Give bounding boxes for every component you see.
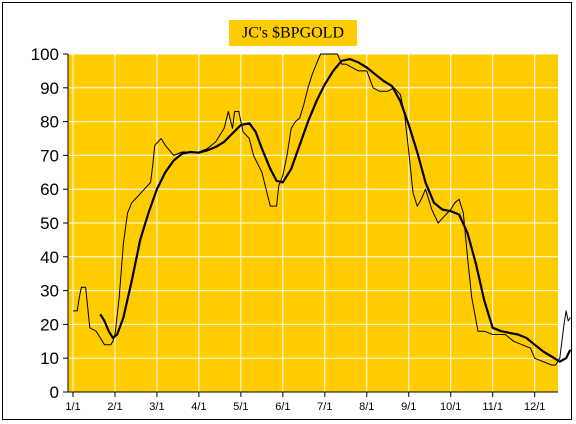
y-tick-label: 80 [40,113,59,132]
y-tick-label: 50 [40,214,59,233]
y-tick-label: 100 [31,45,59,64]
y-tick-label: 90 [40,79,59,98]
x-tick-label: 12/1 [524,401,545,413]
chart-title-box: JC's $BPGOLD [229,20,357,46]
x-tick-label: 4/1 [191,401,206,413]
series-line-smoothed [99,58,571,363]
y-tick-label: 10 [40,349,59,368]
x-tick-label: 7/1 [317,401,332,413]
x-tick-label: 8/1 [359,401,374,413]
chart-title: JC's $BPGOLD [242,25,344,42]
series-line-raw [73,53,571,366]
x-tick-label: 11/1 [482,401,503,413]
y-tick-label: 60 [40,180,59,199]
bpgold-line-chart: 0 10 20 30 40 50 60 70 80 90 100 1/1 2/1 3/1 4/1 5/1 6/… [31,20,571,413]
x-tick-label: 10/1 [440,401,461,413]
x-tick-label: 3/1 [149,401,164,413]
x-tick-label: 1/1 [65,401,80,413]
x-tick-label: 5/1 [233,401,248,413]
x-axis: 1/1 2/1 3/1 4/1 5/1 6/1 7/1 8/1 9/1 10/1 11/1 12/1 [65,391,558,413]
chart-frame: 0 10 20 30 40 50 60 70 80 90 100 1/1 2/1 3/1 4/1 5/1 6/… [2,2,572,420]
x-tick-label: 9/1 [401,401,416,413]
y-tick-label: 30 [40,282,59,301]
x-tick-label: 6/1 [275,401,290,413]
series-layer [73,53,571,366]
y-tick-label: 20 [40,315,59,334]
title-background [229,20,357,46]
y-tick-label: 70 [40,146,59,165]
y-tick-label: 0 [50,383,59,402]
grid-lines [68,53,558,392]
y-tick-label: 40 [40,248,59,267]
y-axis: 0 10 20 30 40 50 60 70 80 90 100 [31,45,69,402]
x-tick-label: 2/1 [107,401,122,413]
